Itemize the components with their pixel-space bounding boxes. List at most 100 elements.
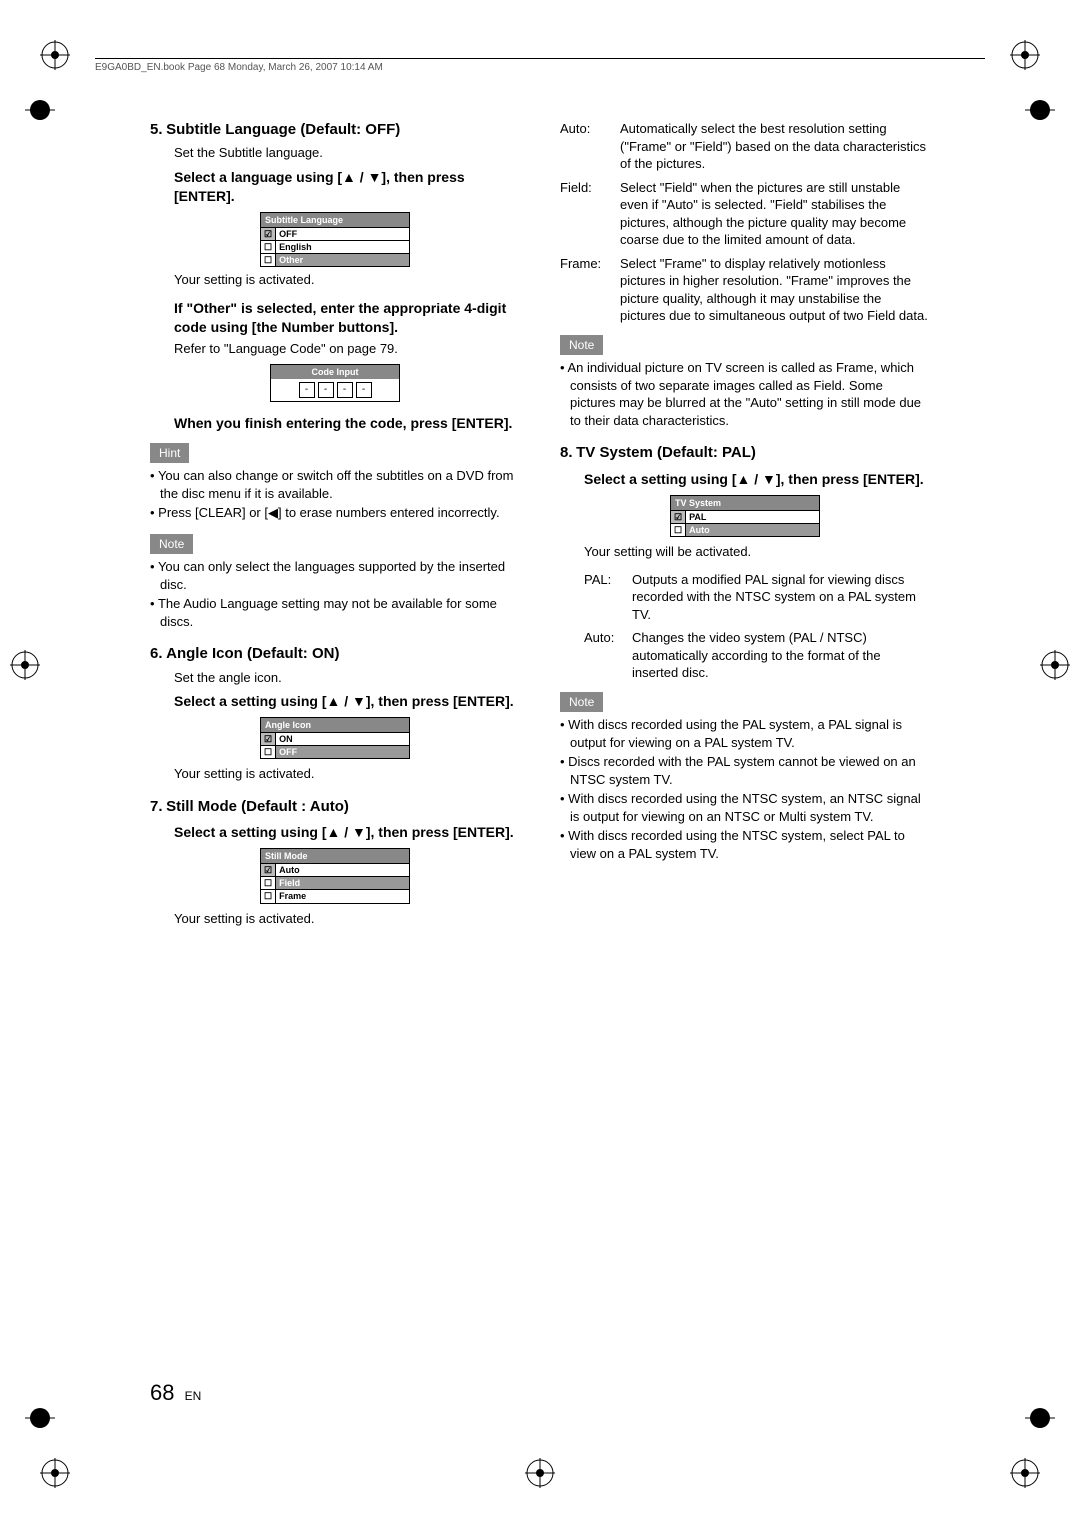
table-row: OFF bbox=[276, 746, 410, 759]
note-list: An individual picture on TV screen is ca… bbox=[560, 359, 930, 429]
section-5-instr2: If "Other" is selected, enter the approp… bbox=[174, 299, 520, 337]
desc-text: Changes the video system (PAL / NTSC) au… bbox=[632, 629, 930, 682]
table-row: Field bbox=[276, 877, 410, 890]
table-row: OFF bbox=[276, 227, 410, 240]
section-5-instr3: When you finish entering the code, press… bbox=[174, 414, 520, 433]
print-mark-top-right bbox=[1010, 40, 1040, 70]
section-5-instr1: Select a language using [▲ / ▼], then pr… bbox=[174, 168, 520, 206]
checkbox-icon: ☑ bbox=[261, 864, 276, 877]
list-item: With discs recorded using the NTSC syste… bbox=[560, 827, 930, 862]
table-row: Auto bbox=[276, 864, 410, 877]
list-item: You can only select the languages suppor… bbox=[150, 558, 520, 593]
desc-label: Field: bbox=[560, 179, 620, 249]
list-item: Discs recorded with the PAL system canno… bbox=[560, 753, 930, 788]
print-mark-top-left bbox=[40, 40, 70, 70]
page-number: 68 EN bbox=[150, 1378, 201, 1408]
section-5-intro: Set the Subtitle language. bbox=[174, 144, 520, 162]
desc-text: Outputs a modified PAL signal for viewin… bbox=[632, 571, 930, 624]
section-7-instr: Select a setting using [▲ / ▼], then pre… bbox=[174, 823, 520, 842]
table-row: PAL bbox=[686, 510, 820, 523]
list-item: The Audio Language setting may not be av… bbox=[150, 595, 520, 630]
note-list: With discs recorded using the PAL system… bbox=[560, 716, 930, 862]
code-digit: - bbox=[299, 382, 315, 398]
table-row: English bbox=[276, 240, 410, 253]
list-item: With discs recorded using the PAL system… bbox=[560, 716, 930, 751]
section-6-num: 6. bbox=[150, 645, 163, 662]
desc-text: Automatically select the best resolution… bbox=[620, 120, 930, 173]
angle-icon-table: Angle Icon ☑ON ☐OFF bbox=[260, 717, 410, 759]
table-header: TV System bbox=[671, 495, 820, 510]
section-8-title: TV System (Default: PAL) bbox=[576, 444, 756, 461]
note-label: Note bbox=[560, 692, 603, 712]
print-mark-right-mid bbox=[1040, 650, 1070, 680]
tv-system-descriptions: PAL: Outputs a modified PAL signal for v… bbox=[584, 571, 930, 682]
table-row: Other bbox=[276, 254, 410, 267]
table-row: Frame bbox=[276, 890, 410, 903]
note-list: You can only select the languages suppor… bbox=[150, 558, 520, 630]
page-content: 5. Subtitle Language (Default: OFF) Set … bbox=[150, 120, 930, 927]
code-input-table: Code Input - - - - bbox=[270, 364, 400, 402]
section-5-num: 5. bbox=[150, 121, 163, 138]
section-5-after1: Your setting is activated. bbox=[174, 271, 520, 289]
header-text: E9GA0BD_EN.book Page 68 Monday, March 26… bbox=[95, 58, 985, 75]
section-6-intro: Set the angle icon. bbox=[174, 669, 520, 687]
note-label: Note bbox=[560, 335, 603, 355]
checkbox-icon: ☑ bbox=[671, 510, 686, 523]
table-row: Auto bbox=[686, 523, 820, 536]
section-5-ref: Refer to "Language Code" on page 79. bbox=[174, 340, 520, 358]
desc-text: Select "Frame" to display relatively mot… bbox=[620, 255, 930, 325]
section-6-title: Angle Icon (Default: ON) bbox=[166, 645, 339, 662]
hint-label: Hint bbox=[150, 443, 189, 463]
list-item: An individual picture on TV screen is ca… bbox=[560, 359, 930, 429]
tv-system-table: TV System ☑PAL ☐Auto bbox=[670, 495, 820, 537]
print-mark-right-upper bbox=[1025, 95, 1055, 125]
page-lang: EN bbox=[185, 1389, 202, 1403]
table-header: Still Mode bbox=[261, 849, 410, 864]
section-7: 7. Still Mode (Default : Auto) Select a … bbox=[150, 797, 520, 927]
code-digit: - bbox=[356, 382, 372, 398]
desc-label: PAL: bbox=[584, 571, 632, 624]
section-5-title: Subtitle Language (Default: OFF) bbox=[166, 121, 400, 138]
print-mark-bottom-right bbox=[1010, 1458, 1040, 1488]
checkbox-icon: ☑ bbox=[261, 227, 276, 240]
print-mark-left-lower bbox=[25, 1403, 55, 1433]
code-digit: - bbox=[337, 382, 353, 398]
page-number-value: 68 bbox=[150, 1380, 174, 1405]
section-8: 8. TV System (Default: PAL) Select a set… bbox=[560, 443, 930, 862]
print-mark-bottom-left bbox=[40, 1458, 70, 1488]
section-8-after: Your setting will be activated. bbox=[584, 543, 930, 561]
code-digit: - bbox=[318, 382, 334, 398]
print-mark-left-upper bbox=[25, 95, 55, 125]
subtitle-language-table: Subtitle Language ☑OFF ☐English ☐Other bbox=[260, 212, 410, 268]
desc-label: Frame: bbox=[560, 255, 620, 325]
table-header: Angle Icon bbox=[261, 717, 410, 732]
desc-label: Auto: bbox=[560, 120, 620, 173]
table-row: ON bbox=[276, 733, 410, 746]
section-8-instr: Select a setting using [▲ / ▼], then pre… bbox=[584, 470, 930, 489]
desc-text: Select "Field" when the pictures are sti… bbox=[620, 179, 930, 249]
list-item: With discs recorded using the NTSC syste… bbox=[560, 790, 930, 825]
hint-list: You can also change or switch off the su… bbox=[150, 467, 520, 522]
section-6-after: Your setting is activated. bbox=[174, 765, 520, 783]
print-mark-bottom-center bbox=[525, 1458, 555, 1488]
section-6-instr: Select a setting using [▲ / ▼], then pre… bbox=[174, 692, 520, 711]
desc-label: Auto: bbox=[584, 629, 632, 682]
section-5: 5. Subtitle Language (Default: OFF) Set … bbox=[150, 120, 520, 630]
table-header: Code Input bbox=[271, 365, 399, 379]
right-column: Auto: Automatically select the best reso… bbox=[560, 120, 930, 927]
checkbox-icon: ☐ bbox=[671, 523, 686, 536]
left-column: 5. Subtitle Language (Default: OFF) Set … bbox=[150, 120, 520, 927]
section-8-num: 8. bbox=[560, 444, 573, 461]
section-7-title: Still Mode (Default : Auto) bbox=[166, 798, 349, 815]
section-7-num: 7. bbox=[150, 798, 163, 815]
print-mark-right-lower bbox=[1025, 1403, 1055, 1433]
still-mode-table: Still Mode ☑Auto ☐Field ☐Frame bbox=[260, 848, 410, 904]
checkbox-icon: ☐ bbox=[261, 254, 276, 267]
table-header: Subtitle Language bbox=[261, 212, 410, 227]
checkbox-icon: ☐ bbox=[261, 746, 276, 759]
print-mark-left-mid bbox=[10, 650, 40, 680]
checkbox-icon: ☑ bbox=[261, 733, 276, 746]
section-6: 6. Angle Icon (Default: ON) Set the angl… bbox=[150, 644, 520, 783]
checkbox-icon: ☐ bbox=[261, 890, 276, 903]
list-item: Press [CLEAR] or [◀] to erase numbers en… bbox=[150, 504, 520, 522]
